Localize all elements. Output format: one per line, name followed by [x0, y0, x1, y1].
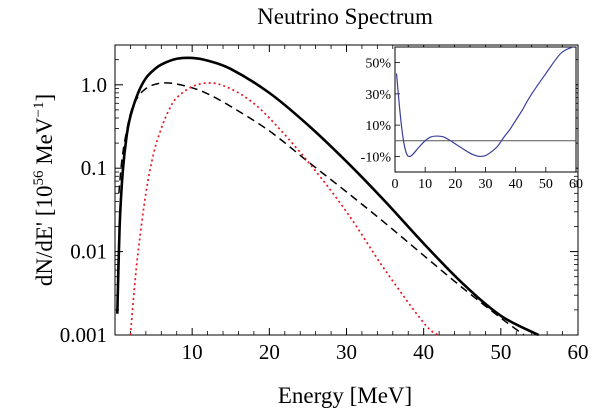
inset-x-tick-label: 0	[392, 177, 399, 192]
inset-x-tick-label: 10	[418, 177, 432, 192]
inset-x-tick-label: 40	[509, 177, 523, 192]
inset-x-tick-label: 30	[479, 177, 493, 192]
x-tick-label: 10	[182, 340, 203, 364]
inset-y-tick-label: -10%	[361, 150, 392, 165]
y-axis-label-close: ]	[32, 94, 57, 102]
series-line-component-2	[129, 82, 439, 336]
main-plot-series	[116, 56, 540, 337]
x-tick-label: 20	[259, 340, 280, 364]
inset-x-tick-label: 20	[448, 177, 462, 192]
inset-frame	[394, 46, 577, 173]
inset-x-tick-label: 60	[569, 177, 583, 192]
x-tick-label: 30	[336, 340, 357, 364]
y-tick-label: 1.0	[81, 73, 107, 97]
main-axis-ticks: 10 20 30 40 50 60 0.001 0.01 0.1 1.0	[60, 44, 589, 364]
inset-plot-series	[395, 46, 574, 158]
y-tick-label: 0.001	[60, 323, 107, 347]
inset-x-tick-label: 50	[539, 177, 553, 192]
chart-title: Neutrino Spectrum	[257, 4, 433, 29]
inset-axis-ticks: 0 10 20 30 40 50 60 -10% 10% 30% 50%	[361, 57, 583, 192]
y-axis-label-unit: MeV	[32, 117, 57, 170]
y-tick-label: 0.01	[70, 240, 107, 264]
inset-series-line-relative-difference	[395, 46, 574, 158]
y-axis-label-exponent: 56	[31, 170, 47, 186]
inset-y-tick-label: 30%	[365, 88, 391, 103]
inset-y-tick-label: 50%	[365, 57, 391, 72]
x-tick-label: 50	[490, 340, 511, 364]
y-tick-label: 0.1	[81, 156, 107, 180]
x-axis-label: Energy [MeV]	[278, 383, 412, 408]
x-tick-label: 60	[568, 340, 589, 364]
x-tick-label: 40	[413, 340, 434, 364]
series-line-total	[116, 56, 540, 337]
y-axis-label-base: dN/dE' [10	[32, 186, 57, 287]
inset-y-tick-label: 10%	[365, 119, 391, 134]
y-axis-label-unit-exponent: −1	[31, 102, 47, 118]
y-axis-label: dN/dE' [1056 MeV−1]	[31, 94, 57, 286]
